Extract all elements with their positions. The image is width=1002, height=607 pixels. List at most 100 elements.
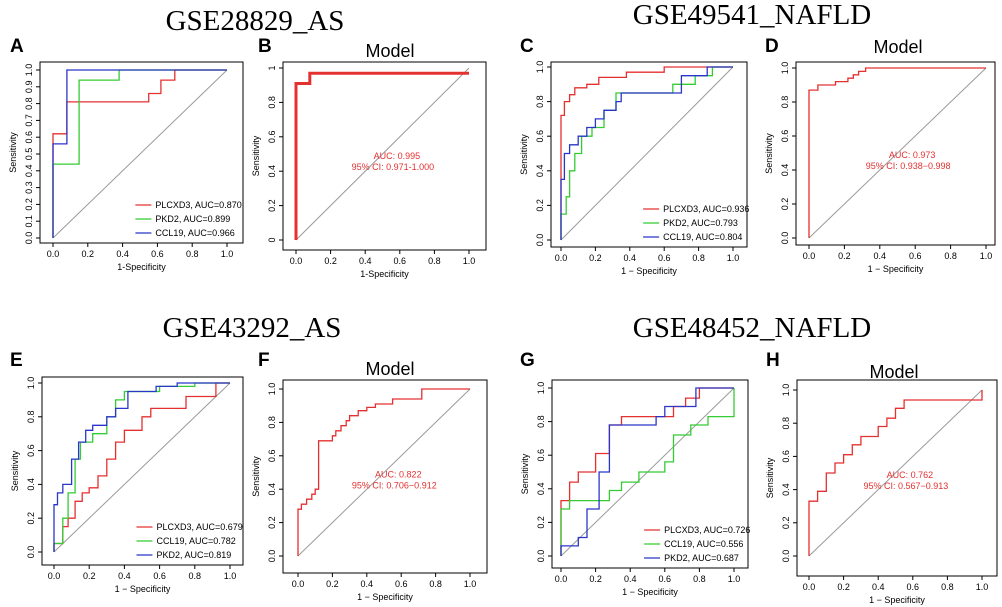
model-title-f: Model: [365, 359, 414, 379]
y-axis-label: Sensitivity: [10, 450, 20, 491]
y-tick-label: 0.8: [781, 417, 791, 430]
panel-letter-a: A: [10, 36, 24, 57]
panel-letter-b: B: [258, 36, 272, 57]
roc-curve-ccl19: [52, 69, 227, 238]
ci-annotation: 95% CI: 0.938−0.998: [866, 161, 951, 171]
x-tick-label: 1.0: [463, 256, 476, 266]
x-tick-label: 1.0: [980, 251, 993, 261]
plot-frame: [795, 61, 996, 246]
panel-letter-h: H: [766, 350, 780, 371]
roc-curve-model: [297, 388, 470, 556]
panel-g: G 0.0 0.2 0.4 0.6 0.8 1.0 0.0 0.2 0.4 0.6 0.8 1.0 1 −…: [520, 350, 750, 597]
y-tick-label: 0.4: [535, 165, 545, 178]
legend-entry: CCL19, AUC=0.966: [155, 228, 234, 238]
x-tick-label: 0.8: [944, 251, 957, 261]
model-title-h: Model: [869, 362, 918, 382]
panel-a: A 0.0 0.2 0.4 0.6 0.8 1.0 0.0 0.1 0.2 0.3 0.4 0.5 0.6…: [8, 36, 244, 272]
model-title-d: Model: [873, 37, 922, 57]
y-tick-label: 0.6: [536, 449, 546, 462]
y-tick-label: 0.6: [267, 131, 277, 144]
x-tick-label: 0.0: [803, 251, 816, 261]
y-tick-label: 0.2: [780, 198, 790, 211]
x-tick-label: 0.2: [838, 251, 851, 261]
y-tick-label: 0.4: [267, 483, 277, 496]
group-title-gse43292: GSE43292_AS: [163, 312, 342, 344]
y-tick-label: 0.8: [26, 411, 36, 424]
x-tick-label: 0.0: [555, 574, 568, 584]
legend-entry: PLCXD3, AUC=0.679: [156, 522, 242, 532]
y-tick-label: 0.4: [780, 164, 790, 177]
y-tick-label: 0.8: [780, 96, 790, 109]
y-tick-label: 0.2: [536, 516, 546, 529]
y-tick-label: 0.6: [26, 444, 36, 457]
y-tick-label: 0.4: [26, 478, 36, 491]
reference-diagonal: [53, 382, 231, 553]
y-tick-label: 0.0: [24, 232, 34, 245]
y-tick-label: 1.0: [780, 62, 790, 75]
panel-letter-d: D: [765, 36, 779, 57]
x-tick-label: 0.2: [589, 574, 602, 584]
x-tick-label: 0.2: [324, 256, 337, 266]
y-tick-label: 0.0: [536, 550, 546, 563]
auc-annotation: AUC: 0.973: [889, 150, 936, 160]
y-tick-label: 0.6: [267, 450, 277, 463]
y-tick-label: 0.4: [536, 483, 546, 496]
reference-diagonal: [808, 67, 987, 239]
roc-curve-model: [294, 71, 469, 240]
legend-entry: PKD2, AUC=0.899: [155, 214, 230, 224]
legend-entry: CCL19, AUC=0.556: [664, 539, 743, 549]
x-tick-label: 0.6: [394, 256, 407, 266]
panel-h: H Model 0.0 0.2 0.4 0.6 0.8 1.0 0.0 0.2 0.4 0.6 0.8 1…: [765, 350, 998, 605]
group-title-gse48452: GSE48452_NAFLD: [633, 312, 871, 344]
x-axis-label: 1 − Specificity: [869, 595, 925, 605]
x-tick-label: 1.0: [224, 571, 237, 581]
x-tick-label: 0.4: [624, 574, 637, 584]
x-tick-label: 0.8: [941, 582, 954, 592]
x-tick-label: 0.0: [803, 582, 816, 592]
x-tick-label: 0.6: [658, 253, 671, 263]
reference-diagonal: [295, 67, 470, 241]
x-tick-label: 0.6: [659, 574, 672, 584]
y-tick-label: 1.0: [536, 382, 546, 395]
panel-letter-f: F: [258, 350, 270, 371]
y-tick-label: 1.0: [24, 64, 34, 77]
x-axis-label: 1 − Specificity: [868, 264, 924, 274]
panel-c: C 0.0 0.2 0.4 0.6 0.8 1.0 0.0 0.2 0.4 0.6 0.8 1.0 1 −…: [519, 36, 749, 276]
y-tick-label: 1: [267, 65, 277, 70]
plot-frame: [39, 61, 244, 244]
x-tick-label: 0.6: [151, 249, 164, 259]
y-axis-label: Sensitivity: [251, 135, 261, 176]
roc-curve-plcxd3: [52, 69, 227, 238]
legend-entry: CCL19, AUC=0.804: [663, 232, 742, 242]
y-axis-label: Sensitivity: [8, 132, 18, 173]
auc-annotation: AUC: 0.995: [374, 151, 421, 161]
x-tick-label: 0.0: [48, 571, 61, 581]
panel-d: D Model 0.0 0.2 0.4 0.6 0.8 1.0 0.0 0.2 0.4 0.6 0.8 1…: [764, 36, 996, 274]
x-tick-label: 0.4: [872, 582, 885, 592]
plot-frame: [550, 61, 748, 248]
y-tick-label: 0.8: [535, 95, 545, 108]
x-tick-label: 0.0: [47, 249, 60, 259]
y-tick-label: 0.0: [26, 546, 36, 559]
roc-curve-ccl19: [53, 382, 230, 552]
y-axis-label: Sensitivity: [520, 453, 530, 494]
x-tick-label: 0.0: [555, 253, 568, 263]
x-tick-label: 0.2: [837, 582, 850, 592]
y-tick-label: 0.4: [267, 165, 277, 178]
y-tick-label: 1.0: [781, 384, 791, 397]
ci-annotation: 95% CI: 0.706−0.912: [352, 481, 437, 491]
y-tick-label: 1.0: [26, 377, 36, 390]
x-tick-label: 0.4: [874, 251, 887, 261]
y-tick-label: 0.2: [267, 516, 277, 529]
y-tick-label: 0.1: [24, 215, 34, 228]
roc-curve-pkd2: [53, 382, 230, 552]
y-axis-label: Sensitivity: [519, 134, 529, 175]
x-tick-label: 0.4: [359, 256, 372, 266]
x-tick-label: 0.2: [326, 579, 339, 589]
legend-entry: PKD2, AUC=0.687: [664, 553, 739, 563]
x-tick-label: 1.0: [728, 574, 741, 584]
plot-frame: [41, 376, 244, 566]
x-tick-label: 0.4: [361, 579, 374, 589]
y-tick-label: 0.0: [267, 550, 277, 563]
ci-annotation: 95% CI: 0.567−0.913: [863, 481, 948, 491]
